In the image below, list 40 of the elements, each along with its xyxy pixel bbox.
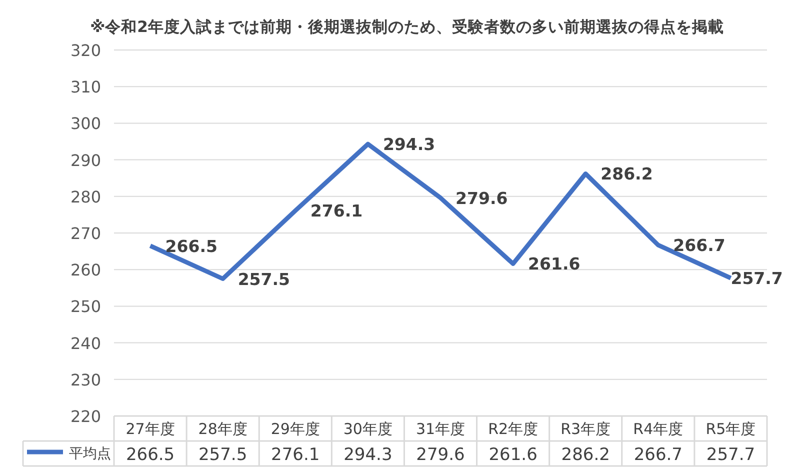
table-cell: 266.7 — [634, 445, 682, 465]
data-label: 294.3 — [382, 135, 436, 154]
y-tick-label: 220 — [70, 407, 101, 426]
data-label: 257.5 — [238, 270, 290, 289]
x-tick-label: 30年度 — [343, 420, 392, 438]
y-tick-label: 270 — [70, 224, 101, 243]
x-tick-label: 28年度 — [198, 420, 248, 438]
data-label: 279.6 — [456, 188, 508, 208]
table-cell: 279.6 — [416, 445, 465, 465]
x-tick-label: R4年度 — [633, 420, 684, 438]
y-tick-label: 250 — [70, 297, 101, 316]
y-tick-label: 290 — [70, 150, 101, 170]
y-tick-label: 310 — [70, 78, 101, 97]
table-cell: 257.7 — [706, 445, 756, 465]
y-tick-label: 260 — [70, 260, 101, 280]
table-cell: 294.3 — [344, 445, 392, 465]
table-cell: 257.5 — [198, 445, 248, 465]
x-tick-label: R5年度 — [706, 420, 756, 438]
y-tick-label: 300 — [70, 114, 101, 134]
table-cell: 261.6 — [488, 445, 538, 465]
table-cell: 276.1 — [271, 445, 320, 465]
table-cell: 266.5 — [126, 445, 175, 465]
data-label: 266.7 — [673, 236, 726, 256]
data-label: 257.7 — [730, 269, 783, 288]
data-label: 276.1 — [310, 202, 363, 221]
x-tick-label: R2年度 — [488, 420, 538, 438]
y-tick-label: 280 — [70, 187, 101, 206]
legend-label: 平均点 — [69, 446, 111, 462]
x-tick-label: 29年度 — [270, 420, 320, 438]
data-label: 261.6 — [528, 254, 580, 274]
table-cell: 286.2 — [561, 445, 610, 465]
y-tick-label: 320 — [70, 41, 101, 60]
y-tick-label: 240 — [70, 334, 101, 353]
x-tick-label: 27年度 — [126, 420, 175, 438]
x-tick-label: 31年度 — [416, 420, 466, 438]
chart-title: ※令和2年度入試までは前期・後期選抜制のため、受験者数の多い前期選抜の得点を掲載 — [90, 18, 724, 36]
x-tick-label: R3年度 — [560, 420, 611, 438]
y-tick-label: 230 — [70, 370, 101, 390]
data-label: 286.2 — [600, 164, 653, 184]
data-label: 266.5 — [165, 236, 218, 256]
